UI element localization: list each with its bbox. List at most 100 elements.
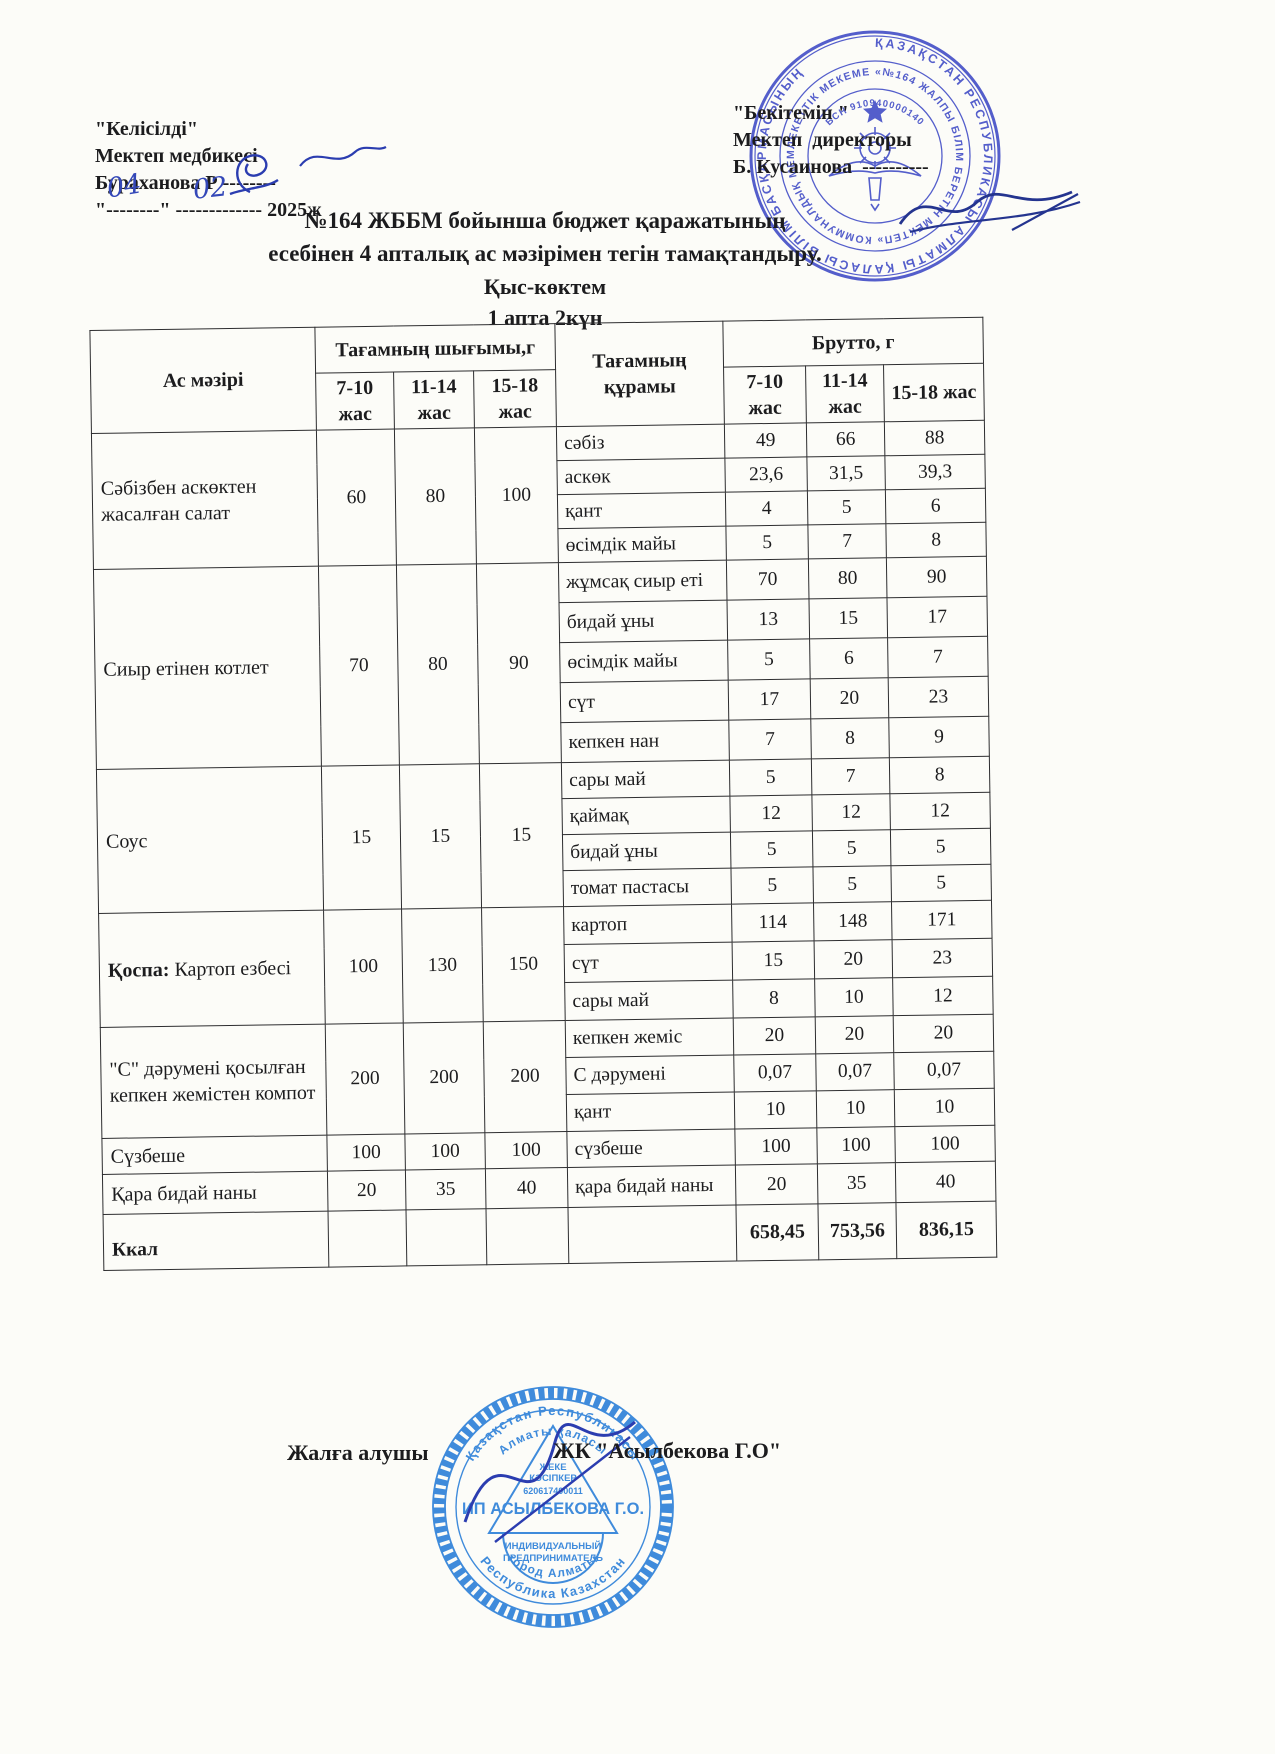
portion-15-18: 100 [474, 426, 559, 564]
kcal-total-7-10: 658,45 [735, 1203, 819, 1262]
lessee-label: Жалға алушы [287, 1440, 429, 1465]
brutto-7-10: 10 [734, 1090, 817, 1130]
portion-11-14: 15 [399, 763, 482, 909]
brutto-7-10: 7 [728, 718, 812, 761]
dish-name: Қоспа: Картоп езбесі [98, 910, 326, 1028]
header-age-11-14-brutto: 11-14 жас [805, 364, 885, 423]
portion-11-14: 80 [396, 563, 480, 765]
ingredient-name: сүзбеше [566, 1129, 736, 1168]
brutto-11-14: 31,5 [806, 455, 886, 491]
handwritten-day: 04 [104, 168, 144, 205]
header-menu: Ас мәзірі [89, 327, 317, 434]
approval-right-block: "Бекітемін " Мектеп директоры Б. Кусаино… [733, 100, 1093, 181]
brutto-15-18: 100 [894, 1125, 996, 1163]
brutto-11-14: 148 [813, 901, 893, 941]
ingredient-name: қант [557, 492, 726, 529]
empty-cell [406, 1208, 487, 1266]
portion-7-10: 15 [321, 764, 402, 911]
dish-name: Сүзбеше [101, 1135, 328, 1175]
ingredient-name: өсімдік майы [559, 640, 729, 683]
ingredient-name: картоп [563, 904, 733, 945]
brutto-15-18: 171 [891, 900, 993, 940]
kcal-total-11-14: 753,56 [817, 1202, 897, 1260]
dish-name: "С" дәрумені қосылған кепкен жемістен ко… [100, 1024, 327, 1139]
menu-table-wrapper: Ас мәзірі Тағамның шығымы,г Тағамның құр… [89, 317, 997, 1271]
brutto-11-14: 0,07 [815, 1052, 895, 1091]
header-output: Тағамның шығымы,г [314, 323, 556, 374]
portion-7-10: 70 [318, 565, 400, 767]
ip-stamp-badge-line2: КӘСІПКЕР [529, 1473, 577, 1484]
ingredient-name: сәбіз [556, 424, 725, 461]
document-title-line2: есебінен 4 апталық ас мәзірімен тегін та… [268, 241, 822, 266]
brutto-15-18: 5 [890, 828, 991, 866]
nurse-signature [299, 145, 387, 167]
portion-11-14: 35 [405, 1168, 486, 1210]
ingredient-name: жұмсақ сиыр еті [558, 560, 727, 603]
portion-7-10: 100 [323, 908, 404, 1025]
brutto-11-14: 12 [811, 793, 891, 831]
brutto-7-10: 5 [727, 638, 811, 681]
portion-15-18: 200 [483, 1020, 567, 1133]
ip-stamp-badge-line1: ЖЕКЕ [538, 1462, 566, 1473]
ingredient-name: кепкен нан [560, 720, 730, 763]
brutto-11-14: 10 [816, 1089, 895, 1128]
brutto-7-10: 17 [728, 678, 811, 721]
brutto-7-10: 20 [733, 1016, 816, 1056]
brutto-7-10: 5 [730, 866, 814, 905]
brutto-15-18: 17 [886, 596, 988, 638]
ingredient-name: кепкен жеміс [565, 1018, 734, 1058]
brutto-15-18: 6 [885, 488, 986, 524]
empty-cell [328, 1209, 407, 1268]
approval-right-line3: Б. Кусаинова ---------- [733, 156, 929, 178]
ingredient-name: С дәрумені [565, 1055, 735, 1095]
portion-15-18: 100 [484, 1131, 568, 1169]
brutto-15-18: 88 [884, 420, 985, 456]
dish-name-rest: Картоп езбесі [169, 956, 292, 981]
header-age-7-10-brutto: 7-10 жас [723, 365, 807, 425]
kcal-label: Ккал [103, 1211, 329, 1271]
brutto-7-10: 8 [732, 978, 816, 1019]
brutto-7-10: 13 [726, 598, 810, 641]
brutto-11-14: 20 [810, 677, 889, 719]
brutto-15-18: 8 [885, 522, 987, 558]
brutto-7-10: 5 [729, 758, 812, 797]
ingredient-name: қант [566, 1092, 735, 1132]
brutto-11-14: 100 [816, 1126, 896, 1164]
lessee-signature [463, 1420, 636, 1543]
brutto-11-14: 7 [807, 523, 887, 559]
brutto-11-14: 15 [808, 597, 888, 639]
brutto-11-14: 5 [807, 489, 886, 525]
brutto-7-10: 49 [724, 422, 807, 459]
ingredient-name: томат пастасы [562, 868, 732, 907]
portion-15-18: 150 [481, 906, 566, 1022]
portion-11-14: 80 [394, 427, 477, 566]
portion-11-14: 130 [401, 907, 484, 1023]
portion-7-10: 200 [325, 1022, 405, 1136]
brutto-7-10: 70 [726, 558, 809, 601]
ingredient-name: қаймақ [561, 796, 731, 835]
brutto-15-18: 39,3 [884, 454, 986, 490]
brutto-11-14: 20 [815, 1015, 894, 1054]
document-title-line1: №164 ЖББМ бойынша бюджет қаражатының [304, 208, 786, 233]
lessee-company: ЖК "Асылбекова Г.О" [553, 1438, 782, 1463]
brutto-7-10: 5 [725, 524, 809, 561]
brutto-15-18: 7 [887, 636, 989, 678]
ingredient-name: сары май [561, 760, 730, 799]
header-age-15-18-brutto: 15-18 жас [883, 363, 985, 422]
brutto-11-14: 35 [817, 1162, 896, 1204]
dish-name: Сәбізбен аскөктен жасалған салат [91, 430, 319, 570]
ip-stamp-badge-number: 620617400011 [523, 1486, 583, 1496]
brutto-15-18: 8 [889, 756, 990, 794]
dish-name: Сиыр етінен котлет [93, 566, 322, 770]
brutto-15-18: 0,07 [893, 1051, 995, 1090]
dish-name: Соус [96, 766, 324, 914]
kazakhstan-emblem-icon [828, 100, 922, 212]
ingredient-name: сүт [564, 942, 733, 983]
approval-left-line3: Бураханова Р -------- [95, 172, 276, 194]
brutto-11-14: 5 [812, 865, 892, 903]
approval-left-block: "Келісілді" Мектеп медбикесі Бураханова … [95, 116, 425, 224]
ingredient-name: қара бидай наны [567, 1165, 736, 1208]
header-age-15-18: 15-18 жас [473, 369, 557, 428]
ingredient-name: бидай ұны [562, 832, 731, 871]
brutto-11-14: 80 [808, 557, 887, 599]
